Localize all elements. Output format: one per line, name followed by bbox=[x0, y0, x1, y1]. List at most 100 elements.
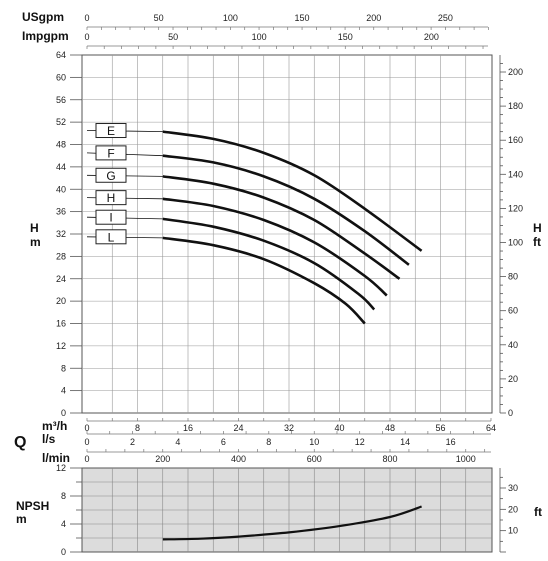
npsh-ft-label: ft bbox=[534, 505, 542, 519]
npsh-label-unit: m bbox=[16, 512, 27, 526]
bottom-tick-label: 10 bbox=[309, 437, 319, 447]
bottom-tick-label: 0 bbox=[84, 454, 89, 464]
y2-tick-label: 40 bbox=[508, 340, 518, 350]
bottom-tick-label: 24 bbox=[233, 423, 243, 433]
head-right-axis: 0 20 40 60 80 100 120 140 160 180 200 bbox=[499, 55, 523, 418]
y-tick-label: 20 bbox=[56, 296, 66, 306]
y-tick-label: 16 bbox=[56, 319, 66, 329]
npsh-y-tick-label: 4 bbox=[61, 519, 66, 529]
top-axes-ticks: 0 50 100 150 200 250 0 50 100 150 200 bbox=[84, 13, 489, 49]
bottom-tick-label: 14 bbox=[400, 437, 410, 447]
bottom-tick-label: 64 bbox=[486, 423, 496, 433]
bottom-tick-label: 56 bbox=[435, 423, 445, 433]
curve-label-I: I bbox=[109, 211, 112, 225]
bottom-tick-label: 4 bbox=[175, 437, 180, 447]
bottom-tick-label: 16 bbox=[446, 437, 456, 447]
bottom-tick-label: 16 bbox=[183, 423, 193, 433]
npsh-y-tick-label: 12 bbox=[56, 463, 66, 473]
npsh-y2-tick-label: 20 bbox=[508, 504, 518, 514]
top-tick-label: 100 bbox=[223, 13, 238, 23]
bottom-tick-label: 48 bbox=[385, 423, 395, 433]
head-curve-I bbox=[162, 217, 376, 311]
head-m-label-h: H bbox=[30, 221, 39, 235]
curve-label-L: L bbox=[108, 230, 115, 244]
bottom-tick-label: 400 bbox=[231, 454, 246, 464]
top-tick-label: 50 bbox=[168, 32, 178, 42]
top-tick-label: 150 bbox=[338, 32, 353, 42]
bottom-axis-m3h-label: m³/h bbox=[42, 419, 67, 433]
y2-tick-label: 20 bbox=[508, 374, 518, 384]
bottom-axes-ticks: 0 8 16 24 32 40 48 56 640 2 4 6 8 10 12 14 160 200 400 600 8… bbox=[84, 418, 496, 464]
q-label: Q bbox=[14, 434, 26, 451]
bottom-tick-label: 8 bbox=[135, 423, 140, 433]
bottom-tick-label: 12 bbox=[355, 437, 365, 447]
bottom-tick-label: 1000 bbox=[456, 454, 476, 464]
y2-tick-label: 140 bbox=[508, 169, 523, 179]
top-tick-label: 200 bbox=[424, 32, 439, 42]
top-tick-label: 250 bbox=[438, 13, 453, 23]
y2-tick-label: 80 bbox=[508, 272, 518, 282]
y2-tick-label: 180 bbox=[508, 101, 523, 111]
y-tick-label: 32 bbox=[56, 229, 66, 239]
top-tick-label: 200 bbox=[366, 13, 381, 23]
y2-tick-label: 200 bbox=[508, 67, 523, 77]
bottom-axis-lmin-label: l/min bbox=[42, 451, 70, 465]
bottom-tick-label: 8 bbox=[266, 437, 271, 447]
y-tick-label: 52 bbox=[56, 117, 66, 127]
head-ft-label-h: H bbox=[533, 221, 542, 235]
curve-label-box-H bbox=[95, 190, 127, 206]
head-curve-E bbox=[162, 130, 423, 252]
npsh-left-axis: 0 4 8 12 bbox=[56, 463, 82, 557]
npsh-y2-tick-label: 10 bbox=[508, 526, 518, 536]
bottom-tick-label: 40 bbox=[334, 423, 344, 433]
head-plot-grid bbox=[82, 55, 492, 413]
top-tick-label: 150 bbox=[295, 13, 310, 23]
npsh-right-axis: 10 20 30 bbox=[499, 468, 518, 553]
bottom-tick-label: 2 bbox=[130, 437, 135, 447]
y-tick-label: 40 bbox=[56, 184, 66, 194]
npsh-label-text: NPSH bbox=[16, 499, 49, 513]
npsh-plot-grid bbox=[82, 468, 492, 552]
head-ft-label-unit: ft bbox=[533, 235, 541, 249]
y2-tick-label: 0 bbox=[508, 408, 513, 418]
top-tick-label: 0 bbox=[84, 13, 89, 23]
bottom-tick-label: 0 bbox=[84, 437, 89, 447]
curve-label-box-E bbox=[95, 123, 127, 139]
top-axis-impgpm-label: Impgpm bbox=[22, 29, 69, 43]
curve-label-box-L bbox=[95, 229, 127, 245]
y-tick-label: 24 bbox=[56, 274, 66, 284]
head-curve-L bbox=[162, 236, 366, 325]
y-tick-label: 60 bbox=[56, 72, 66, 82]
curve-label-box-F bbox=[95, 145, 127, 161]
curve-label-G: G bbox=[106, 169, 115, 183]
curve-label-box-I bbox=[95, 209, 127, 225]
y2-tick-label: 120 bbox=[508, 203, 523, 213]
y-tick-label: 0 bbox=[61, 408, 66, 418]
top-tick-label: 100 bbox=[252, 32, 267, 42]
y-tick-label: 28 bbox=[56, 251, 66, 261]
y-tick-label: 44 bbox=[56, 162, 66, 172]
npsh-y-tick-label: 8 bbox=[61, 491, 66, 501]
bottom-tick-label: 32 bbox=[284, 423, 294, 433]
top-tick-label: 50 bbox=[154, 13, 164, 23]
head-curve-F bbox=[162, 154, 410, 266]
curve-label-F: F bbox=[107, 146, 114, 160]
curve-label-H: H bbox=[107, 191, 116, 205]
bottom-tick-label: 6 bbox=[221, 437, 226, 447]
npsh-curve-line-0 bbox=[162, 505, 422, 541]
npsh-y-tick-label: 0 bbox=[61, 547, 66, 557]
y-tick-label: 48 bbox=[56, 140, 66, 150]
y-tick-label: 4 bbox=[61, 386, 66, 396]
bottom-tick-label: 800 bbox=[382, 454, 397, 464]
y-tick-label: 36 bbox=[56, 207, 66, 217]
y-tick-label: 56 bbox=[56, 95, 66, 105]
bottom-tick-label: 200 bbox=[155, 454, 170, 464]
head-m-label-unit: m bbox=[30, 235, 41, 249]
curve-label-box-G bbox=[95, 167, 127, 183]
bottom-tick-label: 0 bbox=[84, 423, 89, 433]
npsh-y2-tick-label: 30 bbox=[508, 483, 518, 493]
head-curve-G bbox=[162, 175, 401, 280]
